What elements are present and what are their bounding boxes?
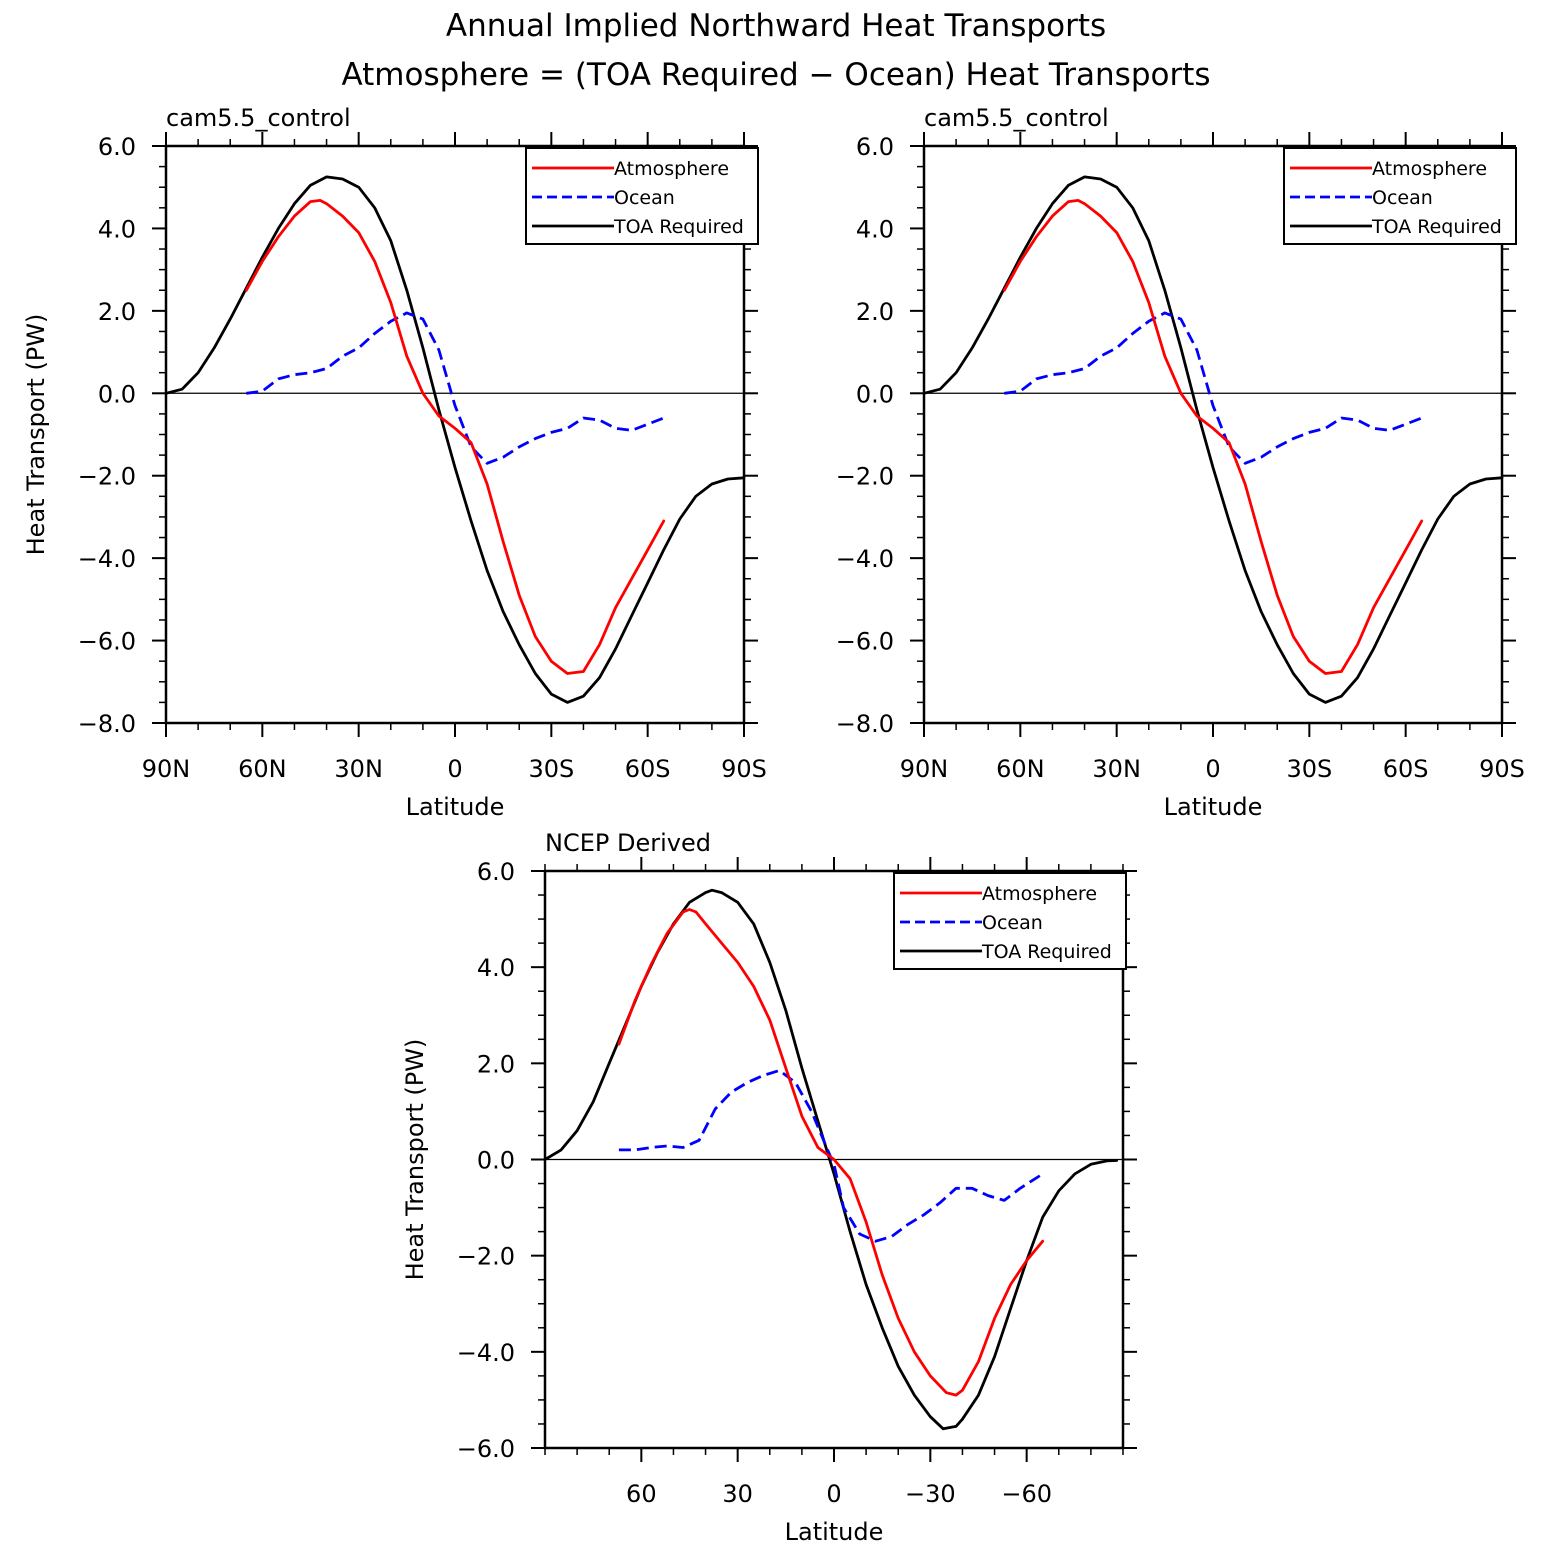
x-tick-label: 30N (1092, 755, 1141, 783)
x-axis-label: Latitude (1164, 793, 1263, 821)
legend-label-atmosphere: Atmosphere (982, 883, 1097, 905)
legend-label-ocean: Ocean (614, 187, 675, 209)
x-tick-label: −30 (905, 1480, 956, 1508)
x-tick-label: 60N (238, 755, 287, 783)
y-tick-label: 6.0 (98, 133, 136, 161)
y-tick-label: 0.0 (856, 380, 894, 408)
legend: Atmosphere Ocean TOA Required (893, 872, 1127, 970)
legend-label-atmosphere: Atmosphere (614, 158, 729, 180)
y-tick-label: −6.0 (457, 1435, 515, 1463)
legend-label-ocean: Ocean (982, 912, 1043, 934)
legend-label-toa-required: TOA Required (1371, 216, 1502, 238)
x-tick-label: 30S (528, 755, 574, 783)
series-line-toa-required (922, 175, 1504, 704)
y-tick-label: −4.0 (836, 545, 894, 573)
x-tick-label: 60S (625, 755, 671, 783)
x-tick-label: 0 (826, 1480, 841, 1508)
y-tick-label: 6.0 (477, 858, 515, 886)
panel-title: cam5.5_control (166, 104, 351, 132)
y-tick-label: −2.0 (836, 463, 894, 491)
legend: Atmosphere Ocean TOA Required (525, 147, 759, 245)
x-tick-label: 30N (334, 755, 383, 783)
y-tick-label: 4.0 (98, 215, 136, 243)
x-tick-label: 60S (1383, 755, 1429, 783)
x-axis-label: Latitude (406, 793, 505, 821)
y-tick-label: 2.0 (856, 298, 894, 326)
y-tick-label: 2.0 (477, 1050, 515, 1078)
y-tick-label: 4.0 (856, 215, 894, 243)
series-line-atmosphere (1002, 198, 1424, 675)
x-tick-label: 90N (900, 755, 949, 783)
y-tick-label: −4.0 (78, 545, 136, 573)
y-tick-label: −2.0 (457, 1243, 515, 1271)
x-tick-label: 90S (721, 755, 767, 783)
chart-panel-3: NCEP Derived 6.0 4.0 2.0 0.0 −2.0 −4.0 −6.0 60 30… (401, 829, 1137, 1546)
y-axis-label: Heat Transport (PW) (401, 1039, 429, 1281)
series-line-ocean (246, 311, 665, 465)
x-tick-label: 90S (1479, 755, 1525, 783)
legend-label-atmosphere: Atmosphere (1372, 158, 1487, 180)
y-tick-label: 2.0 (98, 298, 136, 326)
y-tick-label: 0.0 (477, 1147, 515, 1175)
x-axis-label: Latitude (785, 1518, 884, 1546)
x-tick-label: 60 (626, 1480, 657, 1508)
series-line-atmosphere (617, 908, 1045, 1397)
legend-label-toa-required: TOA Required (981, 941, 1112, 963)
y-tick-label: −6.0 (836, 628, 894, 656)
x-tick-label: 0 (1205, 755, 1220, 783)
legend-label-ocean: Ocean (1372, 187, 1433, 209)
series-line-atmosphere (244, 198, 666, 675)
y-tick-label: −4.0 (457, 1339, 515, 1367)
x-tick-label: 0 (447, 755, 462, 783)
series-line-ocean (1004, 311, 1423, 465)
y-tick-label: −6.0 (78, 628, 136, 656)
x-tick-label: 90N (142, 755, 191, 783)
panel-title: NCEP Derived (545, 829, 711, 857)
y-tick-label: 4.0 (477, 954, 515, 982)
figure-title-line-1: Annual Implied Northward Heat Transports (446, 8, 1106, 44)
y-tick-label: −8.0 (78, 710, 136, 738)
y-axis-label: Heat Transport (PW) (22, 314, 50, 556)
series-line-toa-required (164, 175, 746, 704)
x-tick-label: 60N (996, 755, 1045, 783)
chart-panel-1: cam5.5_control 6.0 4.0 2.0 0.0 −2.0 −4.0 −6.0 −8… (22, 104, 767, 821)
panel-title: cam5.5_control (924, 104, 1109, 132)
y-tick-label: −2.0 (78, 463, 136, 491)
y-tick-label: −8.0 (836, 710, 894, 738)
x-tick-label: 30 (722, 1480, 753, 1508)
legend-label-toa-required: TOA Required (613, 216, 744, 238)
legend: Atmosphere Ocean TOA Required (1283, 147, 1517, 245)
figure-title-line-2: Atmosphere = (TOA Required − Ocean) Heat… (341, 57, 1210, 93)
chart-panel-2: cam5.5_control 6.0 4.0 2.0 0.0 −2.0 −4.0 −6.0 −8… (836, 104, 1525, 821)
x-tick-label: 30S (1286, 755, 1332, 783)
y-tick-label: 0.0 (98, 380, 136, 408)
x-tick-label: −60 (1001, 1480, 1052, 1508)
y-tick-label: 6.0 (856, 133, 894, 161)
